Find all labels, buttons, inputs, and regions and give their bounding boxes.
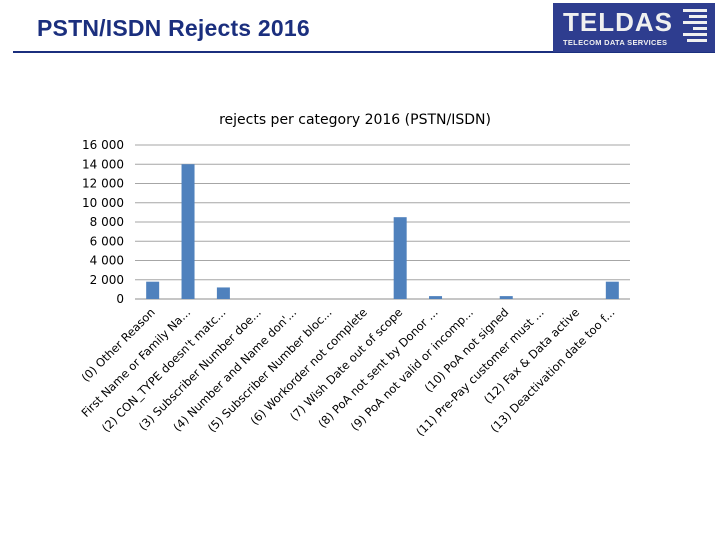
logo-subtitle: TELECOM DATA SERVICES	[563, 38, 668, 47]
y-tick-label: 10 000	[82, 196, 124, 210]
bar	[393, 217, 407, 299]
bar	[146, 281, 160, 299]
bar	[429, 296, 443, 299]
bar	[499, 296, 513, 299]
y-tick-label: 6 000	[90, 234, 124, 248]
y-tick-label: 8 000	[90, 215, 124, 229]
y-tick-label: 2 000	[90, 273, 124, 287]
logo-lines-icon	[683, 9, 707, 45]
y-tick-label: 4 000	[90, 254, 124, 268]
teldas-logo: TELDAS TELECOM DATA SERVICES	[553, 3, 715, 52]
y-tick-label: 14 000	[82, 157, 124, 171]
y-axis-ticks: 0 2 000 4 000 6 000 8 000 10 000 12 000 14 000 1…	[82, 138, 124, 306]
bar	[181, 164, 195, 299]
gridlines	[135, 144, 630, 300]
chart-title: rejects per category 2016 (PSTN/ISDN)	[219, 112, 491, 128]
bars	[146, 164, 619, 299]
bar	[605, 281, 619, 299]
page-title: PSTN/ISDN Rejects 2016	[37, 15, 310, 41]
logo-text: TELDAS	[563, 7, 673, 37]
y-tick-label: 12 000	[82, 177, 124, 191]
y-tick-label: 0	[116, 292, 124, 306]
bar	[216, 287, 230, 299]
x-tick-label: (11) Pre-Pay customer must ...	[413, 305, 547, 439]
header: PSTN/ISDN Rejects 2016 TELDAS TELECOM DA…	[0, 0, 720, 56]
y-tick-label: 16 000	[82, 138, 124, 152]
